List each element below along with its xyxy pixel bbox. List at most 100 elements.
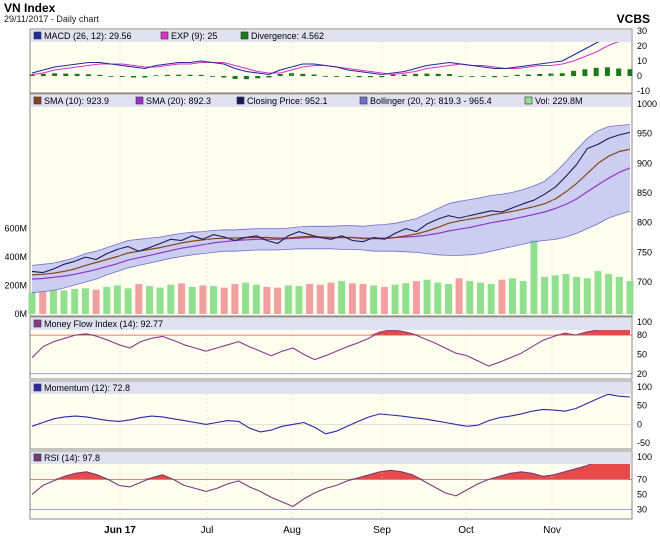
month-label-jun-17: Jun 17 [104,525,136,536]
divergence-bar [52,73,58,76]
sma10-line [31,148,631,276]
divergence-bar [255,76,261,79]
volume-bar [124,288,132,314]
mfi-tick-100: 100 [637,317,652,327]
volume-bar [391,284,399,314]
divergence-bar [356,76,362,78]
macd-tick-10: 10 [637,56,647,66]
momentum-tick-0: 0 [637,419,642,429]
divergence-bar [85,74,91,76]
rsi-tick-70: 70 [637,474,647,484]
volume-bar [263,286,271,314]
volume-bar [60,290,68,314]
volume-bar [103,286,111,314]
divergence-bar [503,76,509,77]
chart-subtitle: 29/11/2017 - Daily chart [4,14,99,24]
divergence-bar [63,73,69,76]
sma20-swatch [135,96,144,105]
momentum-legend-bar [31,382,631,394]
volume-bar [434,282,442,314]
sma10-swatch [33,96,42,105]
volume-bar [380,286,388,314]
volume-bar [594,271,602,314]
bollinger-upper-line [31,124,631,266]
macd-tick--10: -10 [637,86,650,96]
volume-bar [220,287,228,314]
volume-bar [605,274,613,314]
volume-bar [338,281,346,314]
divergence-bar [108,76,114,77]
divergence-bar [390,74,396,76]
volume-bar [509,278,516,314]
divergence-bar [119,76,125,77]
sma20-legend-label: SMA (20): 892.3 [146,96,211,106]
volume-bar [487,284,495,314]
volume-bar [466,281,474,314]
chart-title: VN Index [4,1,56,15]
bollinger-lower-line [31,210,631,294]
divergence-bar [559,73,565,76]
divergence-bar [334,76,340,77]
month-label-jul: Jul [201,525,214,536]
price-tick-800: 800 [637,218,652,228]
volume-bar [92,289,100,314]
divergence-bar [29,74,35,76]
divergence-bar [97,74,103,76]
volume-bar [370,285,378,314]
volume-bar [445,284,452,314]
divergence-bar [243,76,249,80]
volume-bar [359,284,367,314]
divergence-bar [469,76,475,77]
bollinger-swatch [359,96,368,105]
divergence-bar [187,74,193,76]
macd-tick-0: 0 [637,71,642,81]
rsi-line [31,457,631,508]
volume-bar [231,284,239,314]
macd-swatch [33,31,42,40]
volume-bar [423,279,431,314]
volume-bar [178,283,185,314]
volume-bar [551,275,559,314]
divergence-bar [176,74,182,76]
divergence-bar [571,70,577,77]
chart-header: VN Index 29/11/2017 - Daily chart VCBS [0,0,660,28]
volume-bar [316,284,324,314]
volume-bar [626,281,634,314]
volume-bar [295,286,303,314]
divergence-bar [164,74,170,76]
divergence-bar [492,76,498,78]
volume-bar [402,283,410,314]
divergence-bar [582,69,588,77]
volume-legend-label: Vol: 229.8M [535,96,583,106]
closing-swatch [236,96,245,105]
divergence-bar [627,69,633,76]
volume-bar [113,285,121,314]
volume-bar [71,289,79,314]
macd-line [31,31,631,76]
volume-bar [348,283,356,314]
volume-bar [156,287,164,314]
divergence-bar [604,67,610,76]
rsi-legend-bar [31,452,631,464]
price-tick-750: 750 [637,247,652,257]
volume-bar [199,285,207,314]
volume-bar [252,284,260,314]
month-label-oct: Oct [458,525,474,536]
month-label-aug: Aug [283,525,301,536]
volume-bar [146,286,153,314]
divergence-bar [311,74,317,76]
volume-bar [477,282,484,314]
volume-bar [498,279,506,314]
divergence-bar [322,76,328,77]
divergence-bar [153,75,159,77]
momentum-tick--50: -50 [637,438,650,448]
rsi-tick-100: 100 [637,452,652,462]
macd-legend-bar [31,30,631,42]
divergence-bar [616,68,622,76]
divergence-bar [345,76,351,77]
month-label-nov: Nov [543,525,561,536]
volume-bar [530,239,538,314]
volume-bar [573,276,581,314]
divergence-bar [514,74,520,76]
price-tick-1000: 1000 [637,99,657,109]
